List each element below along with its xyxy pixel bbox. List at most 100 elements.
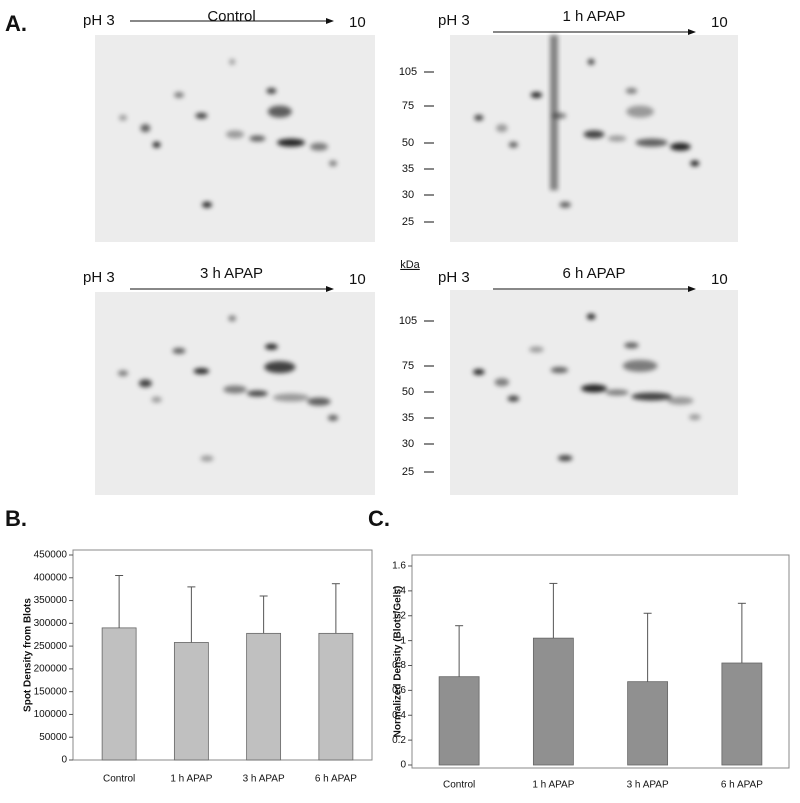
gel-spot bbox=[329, 160, 337, 167]
x-tick-label: Control bbox=[103, 774, 135, 785]
y-axis-title: Normalized Density (Blots/Gels) bbox=[393, 586, 404, 738]
y-tick-label: 50000 bbox=[39, 732, 67, 743]
gel-spot bbox=[195, 112, 208, 119]
y-tick-label: 1.6 bbox=[392, 561, 406, 572]
gel-ph-end: 10 bbox=[711, 271, 728, 288]
gel-spot bbox=[117, 370, 129, 377]
marker-label: 50 bbox=[402, 137, 414, 149]
panel-label: C. bbox=[368, 506, 390, 531]
y-tick-label: 200000 bbox=[34, 664, 68, 675]
gel-ph-start: pH 3 bbox=[438, 269, 470, 286]
gel-spot bbox=[529, 346, 544, 353]
gel-image bbox=[95, 292, 375, 495]
y-tick-label: 1.2 bbox=[392, 610, 406, 621]
gel-spot bbox=[605, 389, 629, 396]
y-tick-label: 300000 bbox=[34, 618, 68, 629]
bar bbox=[173, 642, 209, 761]
gel-spot bbox=[583, 130, 605, 139]
plot-frame bbox=[411, 554, 790, 769]
gel-ph-end: 10 bbox=[349, 14, 366, 31]
gel-spot bbox=[229, 58, 236, 65]
gel-spot bbox=[228, 315, 237, 322]
marker-label: 25 bbox=[402, 216, 414, 228]
marker-label: 105 bbox=[399, 66, 417, 78]
marker-unit: kDa bbox=[400, 259, 420, 271]
gel-spot bbox=[496, 124, 508, 133]
x-tick-label: 3 h APAP bbox=[243, 774, 285, 785]
gel-spot bbox=[474, 114, 484, 121]
marker-label: 50 bbox=[402, 386, 414, 398]
gel-ph-end: 10 bbox=[711, 14, 728, 31]
gel-spot bbox=[559, 201, 571, 208]
gel-spot bbox=[272, 393, 310, 402]
y-tick-label: 150000 bbox=[34, 686, 68, 697]
gel-spot bbox=[200, 455, 214, 462]
y-tick-label: 0.6 bbox=[392, 685, 406, 696]
gel-spot bbox=[508, 141, 518, 148]
x-tick-label: Control bbox=[443, 780, 475, 791]
x-tick-label: 6 h APAP bbox=[315, 774, 357, 785]
y-tick-label: 1 bbox=[400, 635, 406, 646]
gel-spot bbox=[119, 114, 127, 121]
gel-spots bbox=[474, 58, 700, 208]
gel-spot bbox=[689, 414, 701, 421]
y-tick-label: 100000 bbox=[34, 709, 68, 720]
gel-spot bbox=[530, 92, 543, 99]
gel-panel bbox=[95, 292, 375, 495]
gel-spots bbox=[119, 58, 337, 208]
x-tick-label: 1 h APAP bbox=[170, 774, 212, 785]
y-tick-label: 0.8 bbox=[392, 660, 406, 671]
gel-spot bbox=[267, 105, 292, 118]
y-tick-label: 0.2 bbox=[392, 735, 406, 746]
gel-spot bbox=[494, 378, 510, 387]
marker-label: 25 bbox=[402, 466, 414, 478]
y-tick-label: 400000 bbox=[34, 572, 68, 583]
gel-spot bbox=[152, 141, 161, 148]
gel-spot bbox=[266, 87, 277, 94]
gel-spot bbox=[625, 87, 638, 94]
gel-spot bbox=[473, 369, 485, 375]
gel-spots bbox=[117, 315, 339, 462]
bar bbox=[101, 627, 137, 761]
gel-spot bbox=[550, 366, 569, 373]
bar bbox=[438, 676, 480, 766]
x-tick-label: 6 h APAP bbox=[721, 780, 763, 791]
gel-ph-start: pH 3 bbox=[83, 12, 115, 29]
y-tick-label: 250000 bbox=[34, 641, 68, 652]
y-tick-label: 0 bbox=[400, 760, 406, 771]
marker-label: 105 bbox=[399, 315, 417, 327]
gel-ph-start: pH 3 bbox=[83, 269, 115, 286]
gel-spot bbox=[140, 124, 151, 133]
marker-label: 75 bbox=[402, 360, 414, 372]
gel-spot bbox=[264, 361, 296, 374]
gel-spot bbox=[138, 379, 152, 388]
y-tick-label: 350000 bbox=[34, 595, 68, 606]
gel-panel bbox=[95, 35, 375, 242]
gel-spot bbox=[624, 342, 639, 349]
gel-title: Control bbox=[207, 8, 255, 25]
gel-image bbox=[450, 290, 738, 495]
gel-title: 6 h APAP bbox=[562, 265, 625, 282]
gel-panel bbox=[450, 35, 738, 242]
gel-spot bbox=[327, 414, 339, 421]
marker-label: 35 bbox=[402, 412, 414, 424]
gel-spot bbox=[172, 347, 186, 354]
gel-spot bbox=[557, 455, 573, 462]
gel-ph-end: 10 bbox=[349, 271, 366, 288]
gel-spot bbox=[174, 92, 184, 99]
x-tick-label: 3 h APAP bbox=[627, 780, 669, 791]
gel-spot bbox=[249, 135, 266, 142]
bar bbox=[532, 637, 574, 766]
gel-spot bbox=[626, 105, 654, 118]
gel-spot bbox=[586, 313, 596, 320]
gel-spot bbox=[507, 395, 520, 402]
bar bbox=[721, 662, 763, 766]
gel-spots bbox=[473, 313, 701, 462]
gel-spot bbox=[667, 396, 694, 405]
marker-label: 30 bbox=[402, 189, 414, 201]
gel-title: 1 h APAP bbox=[562, 8, 625, 25]
y-tick-label: 450000 bbox=[34, 550, 68, 561]
gel-spot bbox=[247, 390, 268, 397]
gel-spot bbox=[193, 368, 210, 375]
